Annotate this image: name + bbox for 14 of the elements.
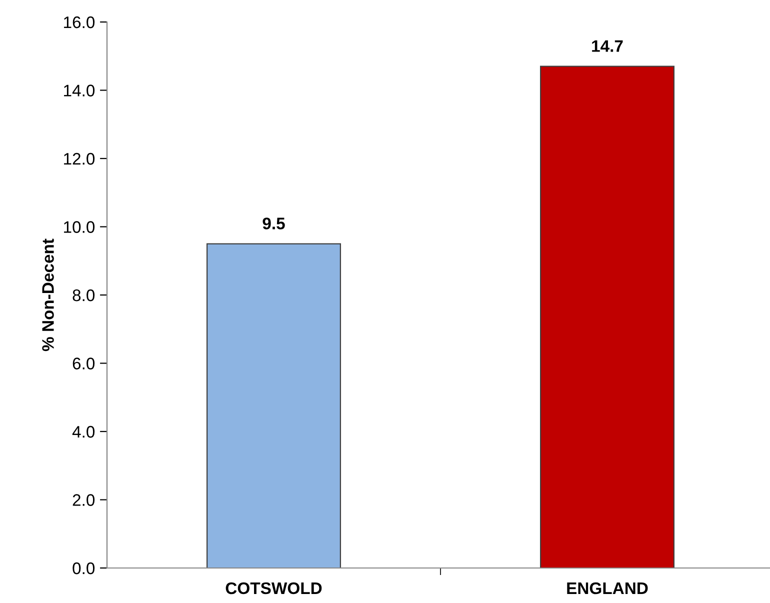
- y-tick-label: 0.0: [72, 562, 95, 574]
- x-tick-label: COTSWOLD: [226, 582, 322, 594]
- data-label: 9.5: [262, 218, 285, 230]
- y-tick-label: 16.0: [64, 16, 95, 28]
- y-tick-label: 12.0: [64, 152, 95, 165]
- y-tick-label: 6.0: [72, 358, 95, 370]
- y-tick-label: 4.0: [72, 426, 95, 438]
- y-tick-label: 8.0: [72, 289, 95, 302]
- x-tick-label: ENGLAND: [567, 582, 648, 594]
- y-tick-label: 2.0: [72, 494, 95, 506]
- y-axis-title: % Non-Decent: [42, 238, 54, 352]
- data-label: 14.7: [592, 40, 623, 52]
- y-tick-label: 10.0: [64, 221, 95, 233]
- y-tick-label: 14.0: [64, 84, 95, 96]
